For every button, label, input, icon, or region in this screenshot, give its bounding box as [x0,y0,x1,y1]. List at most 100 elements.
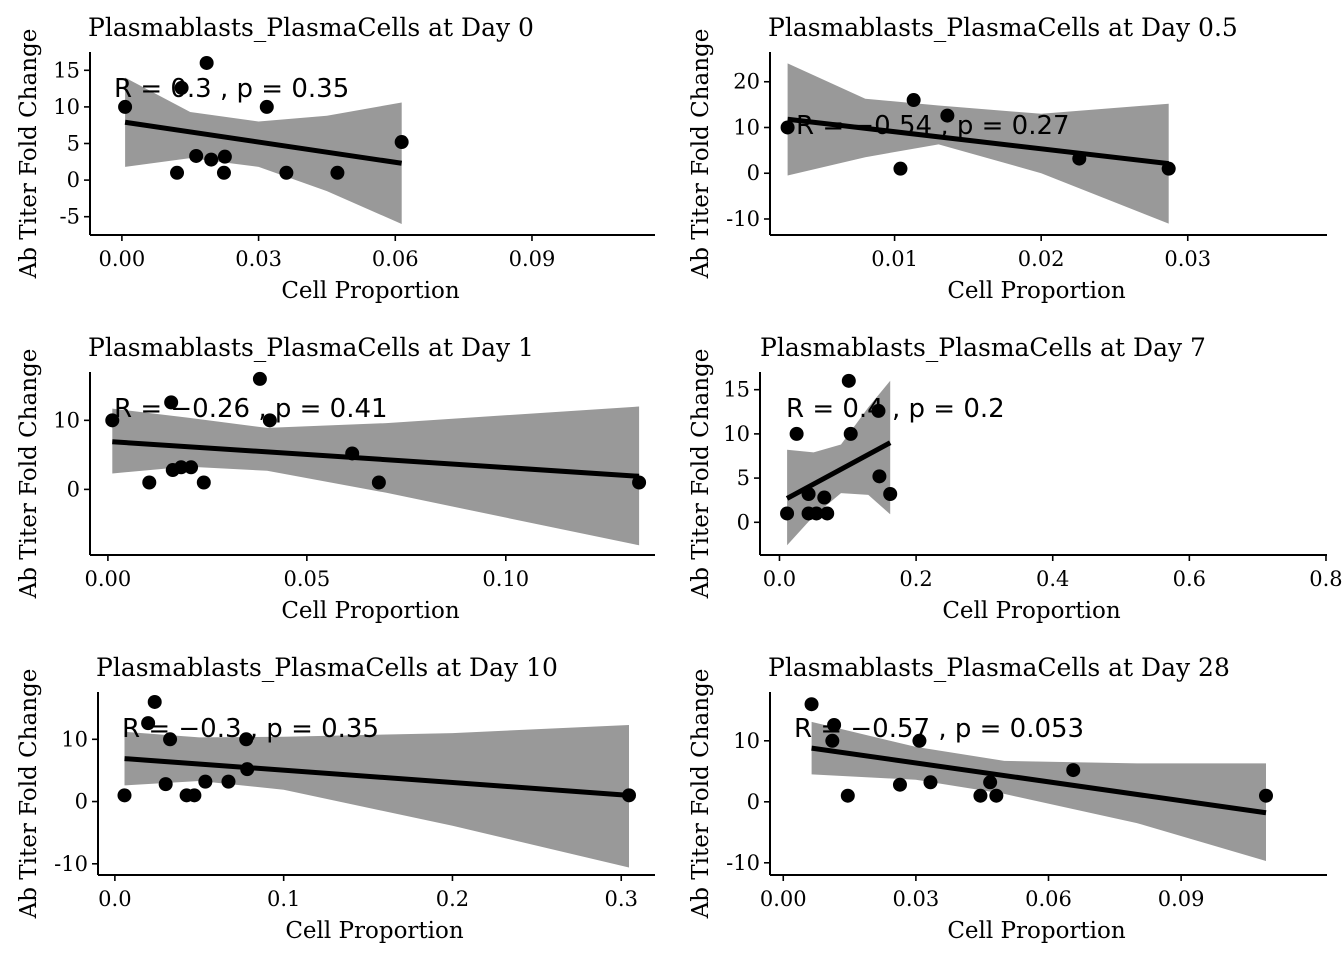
data-point [1066,763,1081,778]
data-point [371,475,386,490]
panel-day-4: Plasmablasts_PlasmaCells at Day 10 R = −0… [16,653,655,944]
y-axis-label: Ab Titer Fold Change [688,669,714,920]
confidence-band [112,406,640,546]
data-point [118,99,133,114]
data-point [983,775,998,790]
regression-line [112,439,640,479]
data-point [801,487,816,501]
data-point [892,777,907,792]
regression-line [811,745,1267,816]
x-tick-label: 0.03 [892,887,939,911]
data-point [117,788,132,803]
data-point [883,487,898,501]
x-tick-label: 0.0 [763,567,796,591]
panel-title: Plasmablasts_PlasmaCells at Day 28 [768,653,1230,682]
data-point [622,788,637,803]
y-axis-label: Ab Titer Fold Change [688,29,714,280]
y-tick-label: 15 [53,58,80,82]
data-point [158,777,173,792]
y-tick-label: 10 [733,115,760,139]
data-point [1258,788,1273,803]
data-point [973,788,988,803]
correlation-annotation: R = −0.26 , p = 0.41 [114,394,388,424]
data-point [198,774,213,789]
data-point [872,469,887,484]
x-tick-label: 0.03 [235,247,282,271]
data-point [199,55,214,70]
y-tick-label: 10 [53,95,80,119]
y-axis-label: Ab Titer Fold Change [688,349,714,600]
x-axis-label: Cell Proportion [285,918,464,944]
confidence-band [787,380,891,546]
data-point [923,775,938,790]
data-point [240,762,255,777]
x-tick-label: 0.06 [1025,887,1072,911]
x-tick-label: 0.10 [482,567,529,591]
data-point [780,506,795,521]
x-tick-label: 0.00 [85,567,132,591]
y-tick-label: -10 [54,852,88,876]
panel-title: Plasmablasts_PlasmaCells at Day 7 [760,333,1206,362]
x-tick-label: 0.4 [1036,567,1069,591]
correlation-annotation: R = −0.3 , p = 0.35 [122,714,379,744]
data-point [184,460,199,475]
panel-day-5: Plasmablasts_PlasmaCells at Day 28 R = −0… [688,653,1327,944]
data-point [259,99,274,114]
data-point [163,732,178,747]
correlation-annotation: R = 0.3 , p = 0.35 [114,74,349,104]
correlation-annotation: R = −0.57 , p = 0.053 [794,714,1084,744]
data-point [840,788,855,803]
x-tick-label: 0.00 [99,247,146,271]
data-point [789,426,804,441]
data-point [906,93,921,108]
regression-line [124,756,630,798]
regression-line [787,116,1169,167]
panel-day-0: Plasmablasts_PlasmaCells at Day 0 R = 0.3… [16,13,655,304]
data-point [912,733,927,748]
data-point [239,732,254,747]
data-point [632,475,647,490]
x-tick-label: 0.09 [509,247,556,271]
x-tick-label: 0.06 [372,247,419,271]
correlation-annotation: R = −0.54 , p = 0.27 [796,111,1070,141]
y-tick-label: 10 [733,729,760,753]
x-axis-label: Cell Proportion [947,278,1126,304]
x-tick-label: 0.2 [899,567,932,591]
x-tick-label: 0.05 [283,567,330,591]
x-axis-label: Cell Proportion [942,598,1121,624]
data-point [164,395,179,410]
y-tick-label: 10 [61,727,88,751]
y-tick-label: 0 [747,161,760,185]
x-tick-label: 0.3 [605,887,638,911]
panel-title: Plasmablasts_PlasmaCells at Day 0.5 [768,13,1238,42]
panel-day-3: Plasmablasts_PlasmaCells at Day 7 R = 0.4… [688,333,1343,624]
confidence-band [811,721,1266,861]
x-tick-label: 0.0 [98,887,131,911]
data-point [871,403,886,418]
data-point [147,694,162,709]
y-tick-label: 0 [67,168,80,192]
x-tick-label: 0.8 [1309,567,1342,591]
y-axis-label: Ab Titer Fold Change [16,29,42,280]
y-tick-label: -5 [60,205,80,229]
data-point [174,80,189,95]
correlation-annotation: R = 0.4 , p = 0.2 [786,394,1005,424]
data-point [394,135,409,150]
data-point [825,733,840,748]
data-point [820,506,835,521]
data-point [809,506,824,521]
x-tick-label: 0.1 [267,887,300,911]
data-point [221,774,236,789]
data-point [989,788,1004,803]
data-point [345,446,360,461]
x-tick-label: 0.00 [760,887,807,911]
data-point [105,413,120,428]
data-point [204,152,219,167]
data-point [780,120,795,135]
panel-title: Plasmablasts_PlasmaCells at Day 0 [88,13,534,42]
panel-title: Plasmablasts_PlasmaCells at Day 1 [88,333,534,362]
data-point [142,475,157,490]
data-point [196,475,211,490]
data-point [843,426,858,441]
